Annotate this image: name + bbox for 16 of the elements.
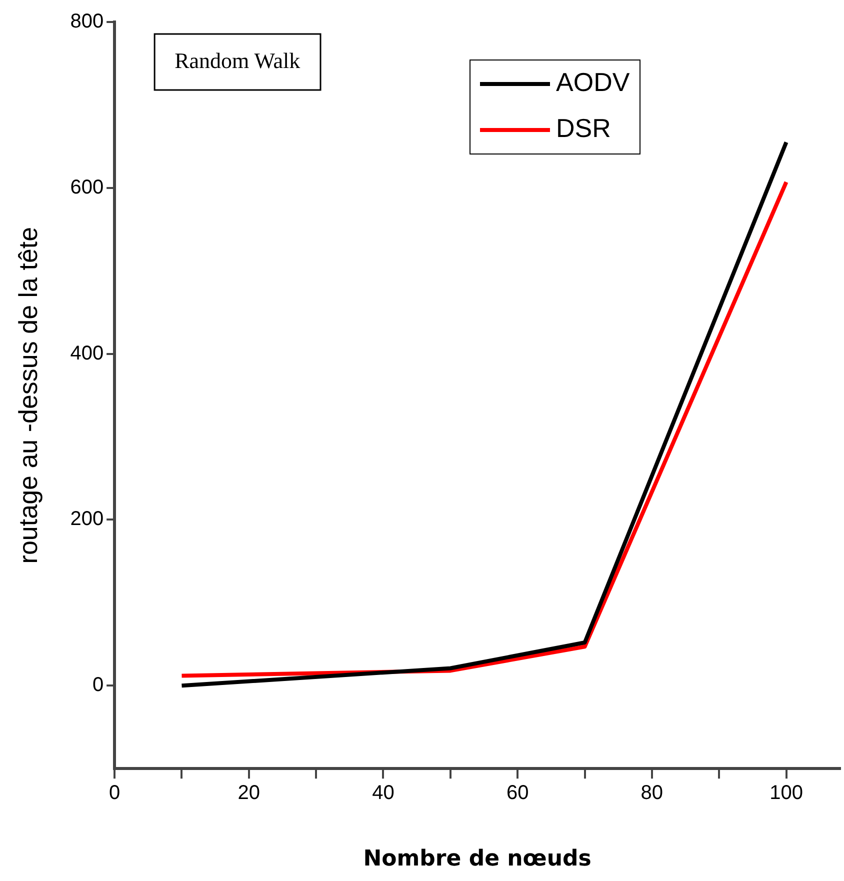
x-tick-label: 20 bbox=[238, 782, 260, 804]
y-tick-label: 0 bbox=[92, 674, 104, 696]
y-tick-label: 400 bbox=[70, 342, 104, 364]
x-tick-label: 100 bbox=[770, 782, 803, 804]
x-tick-label: 80 bbox=[640, 782, 664, 804]
x-tick-label: 0 bbox=[109, 782, 120, 804]
y-axis-title: routage au -dessus de la tête bbox=[12, 226, 43, 564]
y-tick-label: 800 bbox=[70, 10, 104, 33]
annotation: Random Walk bbox=[174, 48, 300, 73]
y-tick-label: 600 bbox=[70, 176, 104, 198]
x-tick-label: 60 bbox=[506, 782, 529, 804]
x-axis-title: Nombre de nœuds bbox=[363, 846, 592, 872]
legend-label: AODV bbox=[556, 67, 630, 98]
x-tick-label: 40 bbox=[372, 782, 394, 804]
y-tick-label: 200 bbox=[70, 508, 104, 530]
legend-label: DSR bbox=[556, 113, 611, 144]
